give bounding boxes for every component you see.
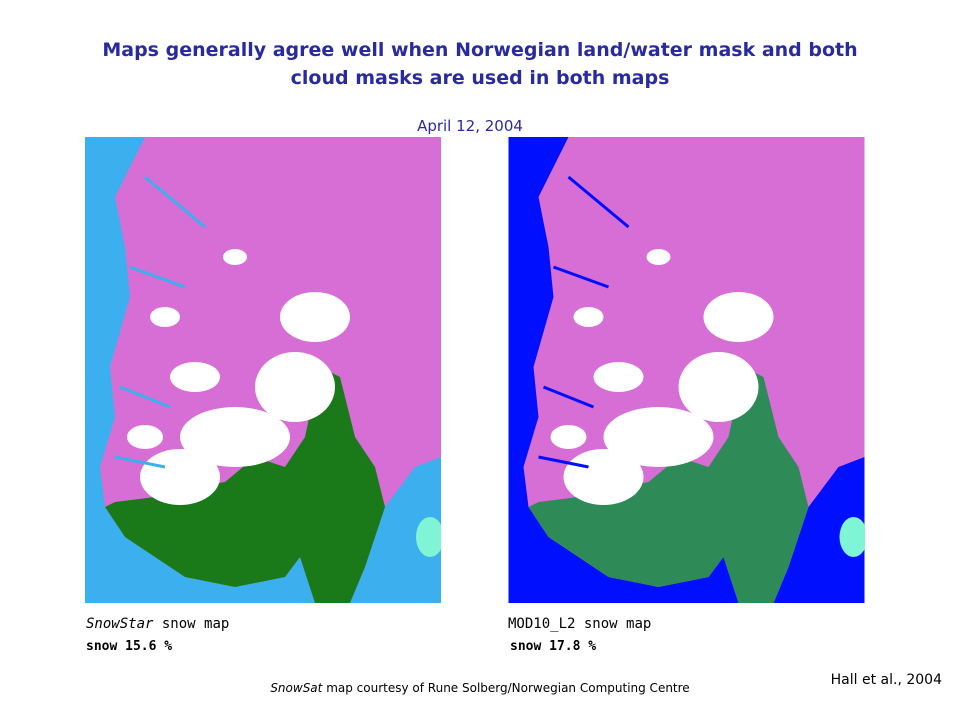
mod10-map — [508, 137, 865, 603]
map-caption: MOD10_L2 snow map — [508, 616, 651, 632]
snow-stat: snow 17.8 % — [510, 639, 596, 654]
credit-name: SnowSat — [270, 681, 323, 695]
snow-stat: snow 15.6 % — [86, 639, 172, 654]
title-line: cloud masks are used in both maps — [291, 67, 670, 89]
title-line: Maps generally agree well when Norwegian… — [102, 39, 857, 61]
credit: SnowSat map courtesy of Rune Solberg/Nor… — [270, 681, 689, 695]
snowstar-map — [85, 137, 441, 603]
map-name: SnowStar — [86, 616, 154, 632]
caption: snow map — [584, 616, 651, 632]
date: April 12, 2004 — [417, 117, 523, 135]
citation: Hall et al., 2004 — [831, 672, 942, 688]
map-caption: SnowStar snow map — [86, 616, 229, 632]
credit-text: map courtesy of Rune Solberg/Norwegian C… — [326, 681, 689, 695]
map-name: MOD10_L2 — [508, 616, 575, 632]
caption: snow map — [162, 616, 229, 632]
